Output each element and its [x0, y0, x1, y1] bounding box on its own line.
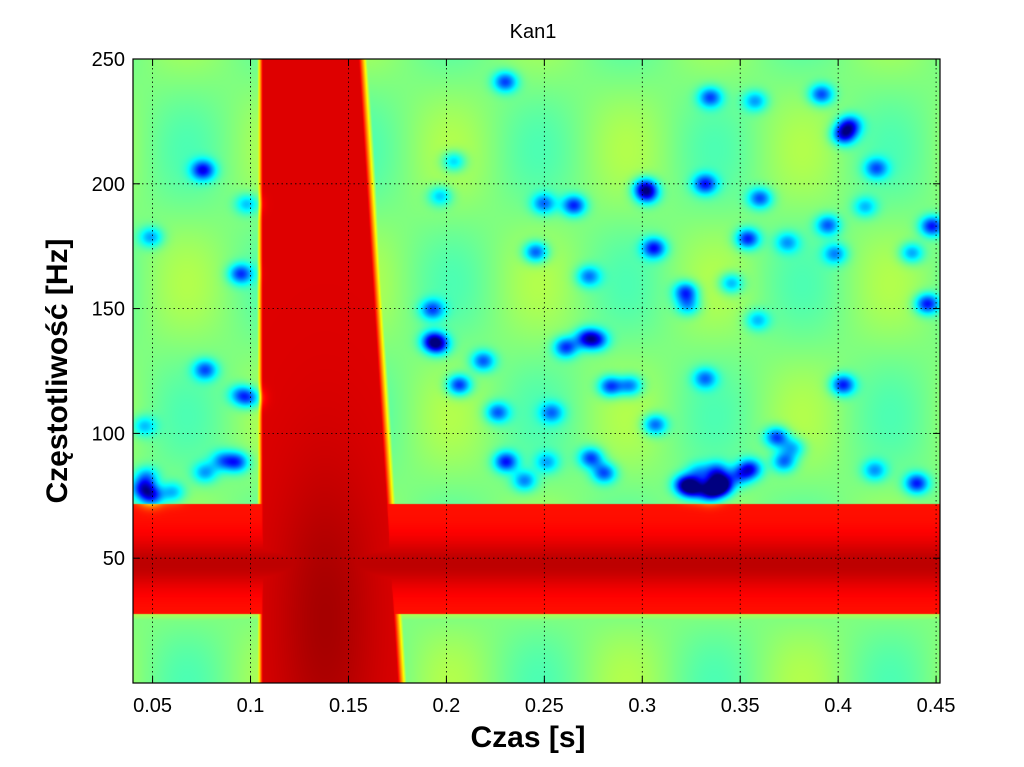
plot-area [132, 58, 941, 684]
plot-frame [132, 58, 941, 684]
x-tick-label: 0.25 [525, 695, 564, 717]
y-tick-label: 250 [92, 49, 125, 71]
x-axis-label: Czas [s] [470, 721, 585, 754]
y-tick-label: 200 [92, 174, 125, 196]
y-tick-labels: 50 100 150 200 250 [92, 49, 125, 570]
chart-title: Kan1 [510, 21, 557, 43]
x-tick-label: 0.1 [237, 695, 265, 717]
y-axis-label: Częstotliwość [Hz] [41, 238, 74, 503]
x-tick-label: 0.15 [329, 695, 368, 717]
x-tick-label: 0.4 [824, 695, 852, 717]
x-tick-label: 0.45 [917, 695, 956, 717]
x-tick-label: 0.2 [432, 695, 460, 717]
y-tick-label: 100 [92, 423, 125, 445]
y-tick-label: 50 [103, 548, 125, 570]
grid-lines [133, 58, 940, 683]
x-tick-label: 0.3 [628, 695, 656, 717]
x-tick-label: 0.05 [133, 695, 172, 717]
y-tick-label: 150 [92, 299, 125, 321]
x-tick-labels: 0.05 0.1 0.15 0.2 0.25 0.3 0.35 0.4 0.45 [133, 695, 955, 717]
axis-ticks [133, 58, 940, 683]
x-tick-label: 0.35 [721, 695, 760, 717]
heatmap-image [133, 59, 940, 683]
